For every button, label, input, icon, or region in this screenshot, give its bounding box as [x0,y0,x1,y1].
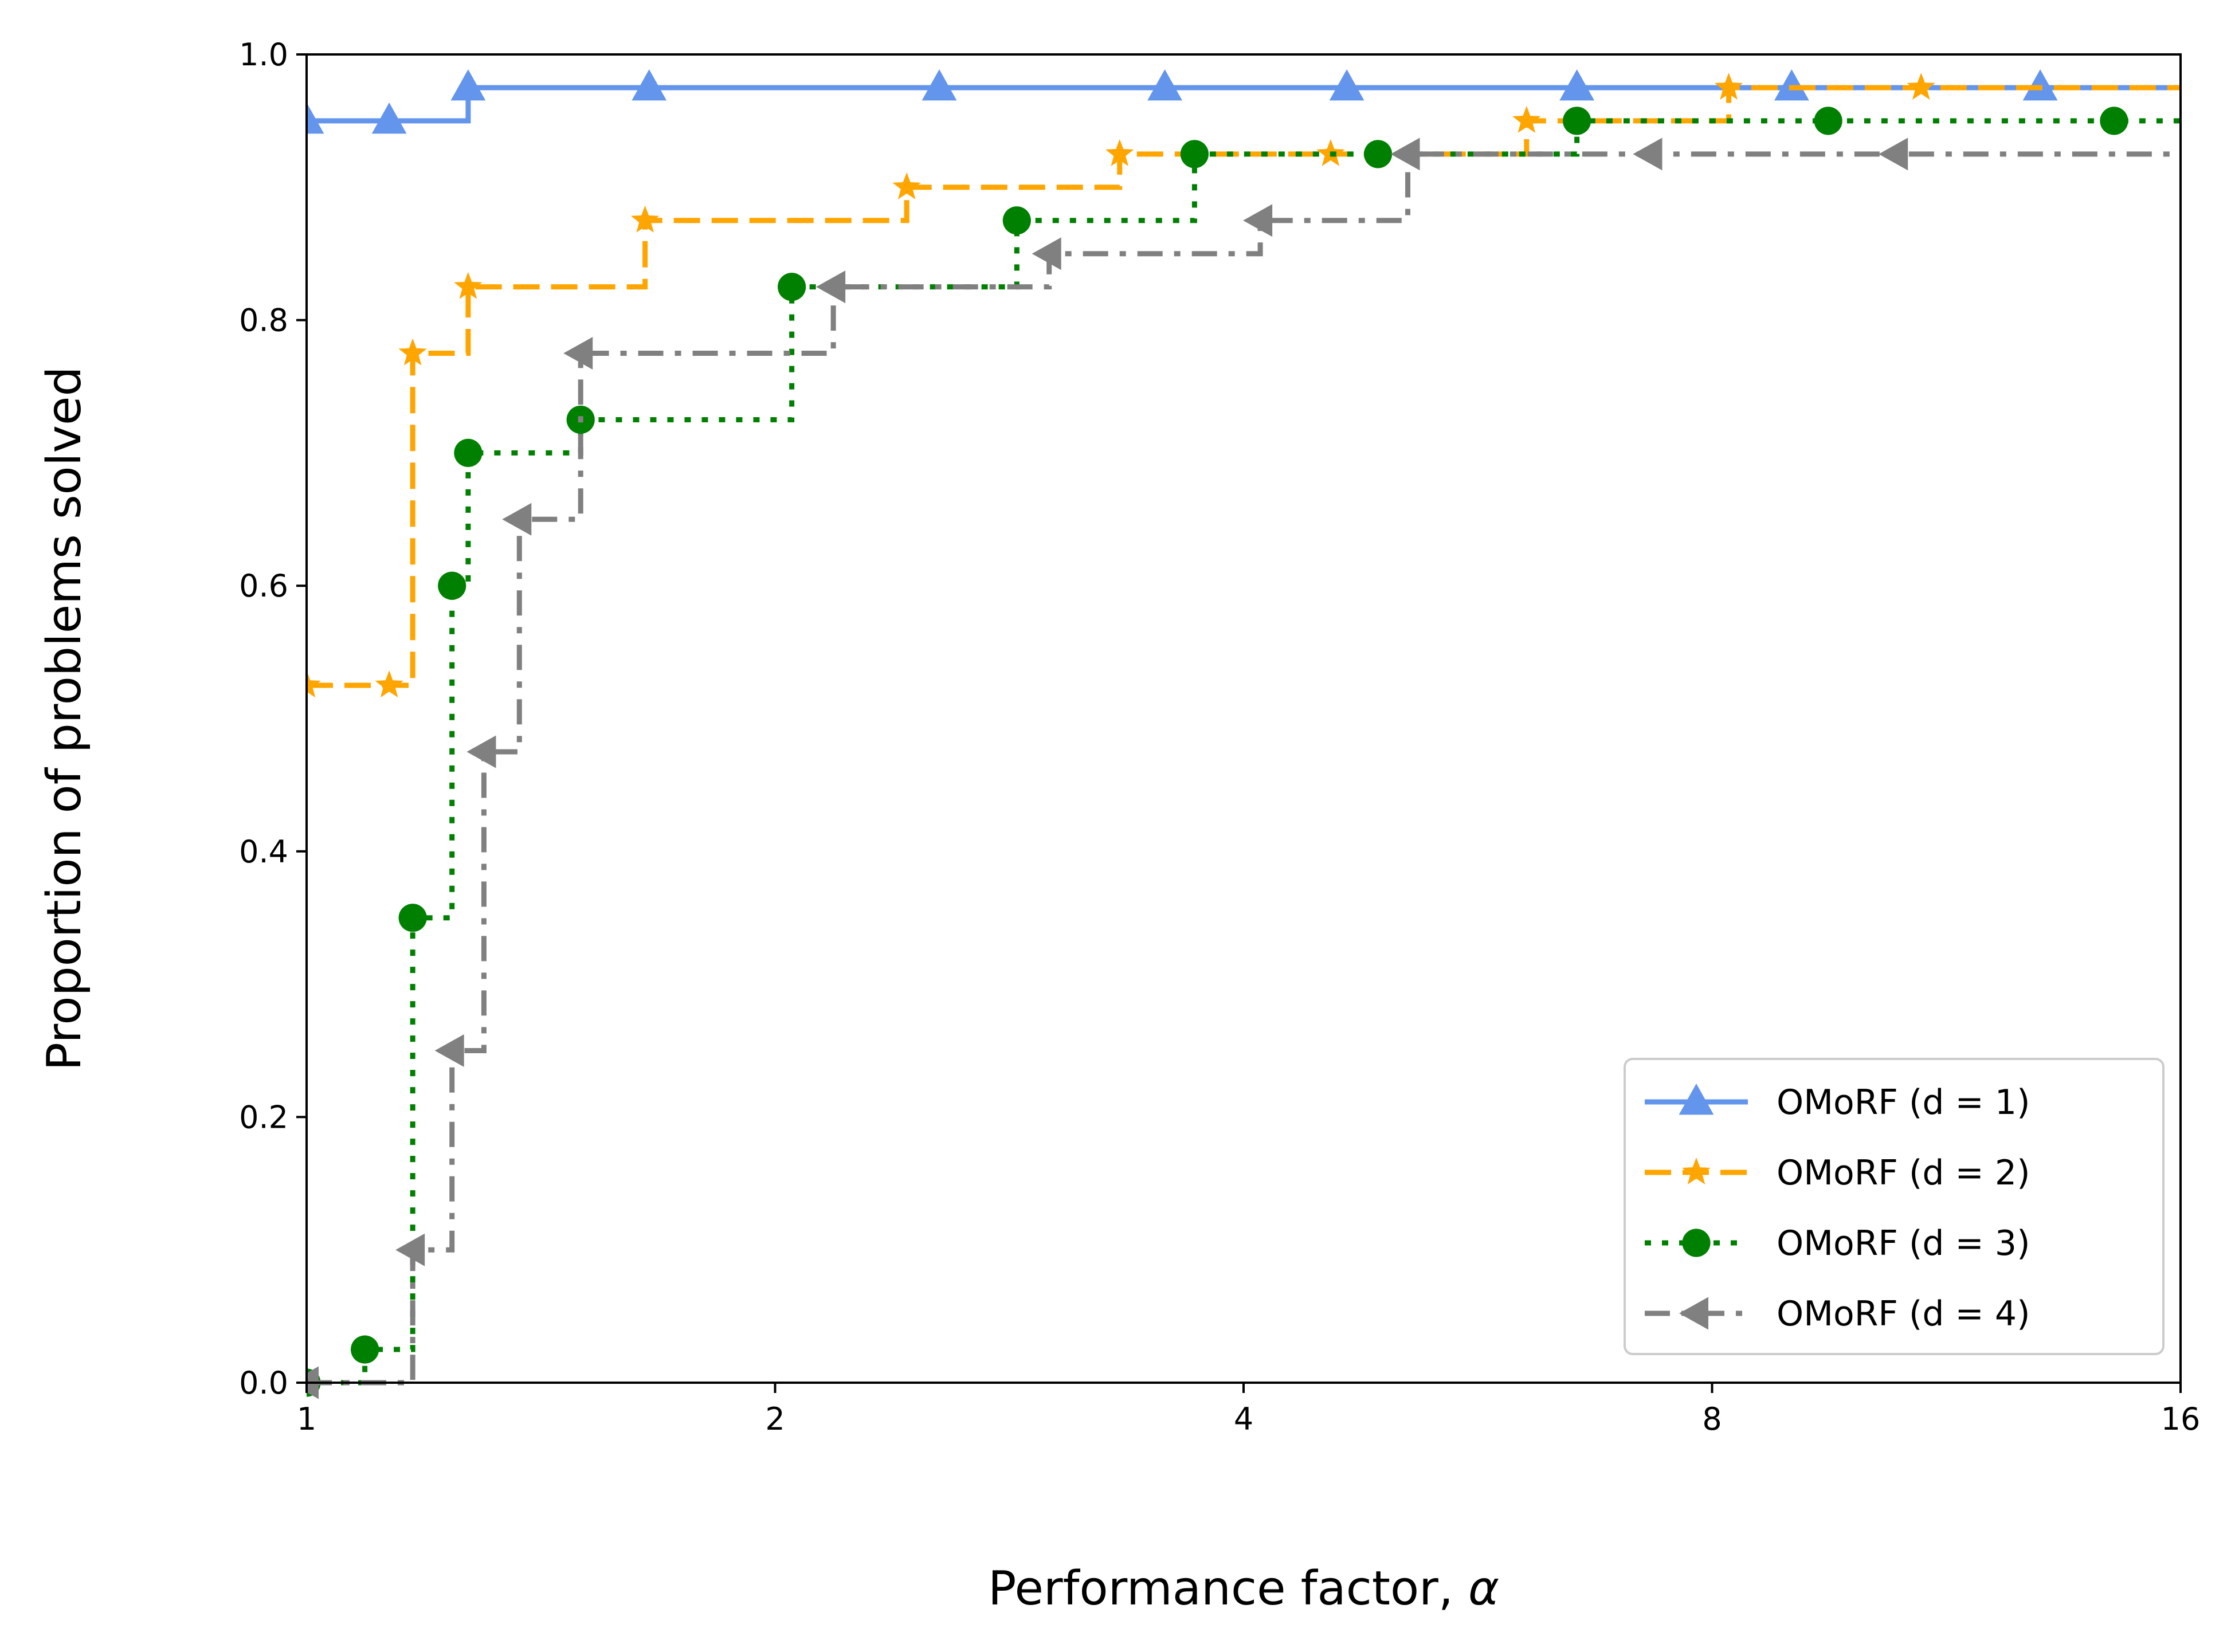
y-tick-label: 0.2 [239,1099,288,1135]
legend-item: OMoRF (d = 4) [1645,1294,2030,1334]
series-line [307,85,2181,688]
data-point [1879,138,1908,171]
series-3 [307,107,2181,1397]
y-axis-label: Proportion of problems solved [37,366,92,1070]
data-point [778,273,806,301]
data-point [307,102,324,134]
data-point [438,571,466,600]
data-point [1363,140,1393,168]
legend-marker [1679,1084,1714,1115]
data-point [630,205,660,233]
series-2 [307,72,2181,698]
legend-label: OMoRF (d = 3) [1777,1223,2030,1263]
series-line [307,85,2181,124]
legend-label: OMoRF (d = 2) [1777,1153,2030,1193]
data-point [1633,138,1662,171]
data-point [1105,139,1134,166]
legend-item: OMoRF (d = 3) [1645,1223,2030,1263]
series-1 [307,69,2181,134]
legend-item: OMoRF (d = 2) [1645,1153,2030,1193]
data-point [502,503,532,536]
data-point [1512,105,1541,133]
data-point [1907,72,1936,100]
data-point [371,102,407,134]
y-axis-ticks: 0.0 0.2 0.4 0.6 0.8 1.0 [239,37,307,1401]
legend-marker [1682,1157,1711,1185]
legend-box [1624,1058,2165,1355]
data-point [1243,204,1273,237]
data-point [1329,69,1364,101]
data-point [454,272,483,299]
data-point [922,69,957,101]
data-point [1002,206,1031,235]
data-point [1147,69,1182,101]
plot-area [305,53,2182,1399]
data-point [1774,69,1809,101]
series-line [307,118,2181,1386]
legend: OMoRF (d = 1) OMoRF (d = 2) OMoRF (d = 3) O… [1624,1058,2165,1355]
series-layer [307,69,2181,1399]
data-point [816,270,846,304]
data-point [351,1335,379,1364]
series-line [307,151,2181,1386]
x-tick-label: 1 [297,1401,316,1437]
legend-marker [1682,1229,1711,1257]
data-point [1032,237,1061,270]
series-4 [307,138,2181,1399]
y-tick-label: 1.0 [239,37,288,73]
data-point [1563,107,1591,135]
data-point [398,904,427,932]
legend-item: OMoRF (d = 1) [1645,1082,2030,1123]
data-point [892,172,921,199]
x-tick-label: 2 [765,1401,785,1437]
data-point [1180,140,1209,168]
data-point [2100,107,2128,135]
data-point [375,670,403,698]
data-point [454,438,483,468]
data-point [1814,107,1842,135]
data-point [2022,69,2058,101]
x-tick-label: 4 [1234,1401,1253,1437]
legend-label: OMoRF (d = 1) [1777,1082,2030,1123]
legend-label: OMoRF (d = 4) [1777,1294,2030,1334]
data-point [434,1034,464,1067]
x-tick-label: 8 [1702,1401,1722,1437]
data-point [563,337,593,370]
data-point [450,69,486,101]
legend-marker [1679,1297,1708,1330]
data-point [1714,72,1743,100]
data-point [466,735,496,768]
data-point [1559,69,1595,101]
y-tick-label: 0.8 [239,303,288,339]
x-tick-label: 16 [2161,1401,2201,1437]
x-axis-ticks: 1 2 4 8 16 [297,1383,2201,1437]
y-tick-label: 0.4 [239,834,288,870]
y-tick-label: 0.0 [239,1365,288,1401]
data-point [395,1233,425,1266]
data-point [1390,138,1420,171]
data-point [307,670,321,698]
data-point [632,69,667,101]
x-axis-label: Performance factor, α [988,1561,1499,1616]
data-point [398,338,427,366]
x-axis-label-symbol: α [1468,1561,1499,1616]
y-tick-label: 0.6 [239,568,288,604]
